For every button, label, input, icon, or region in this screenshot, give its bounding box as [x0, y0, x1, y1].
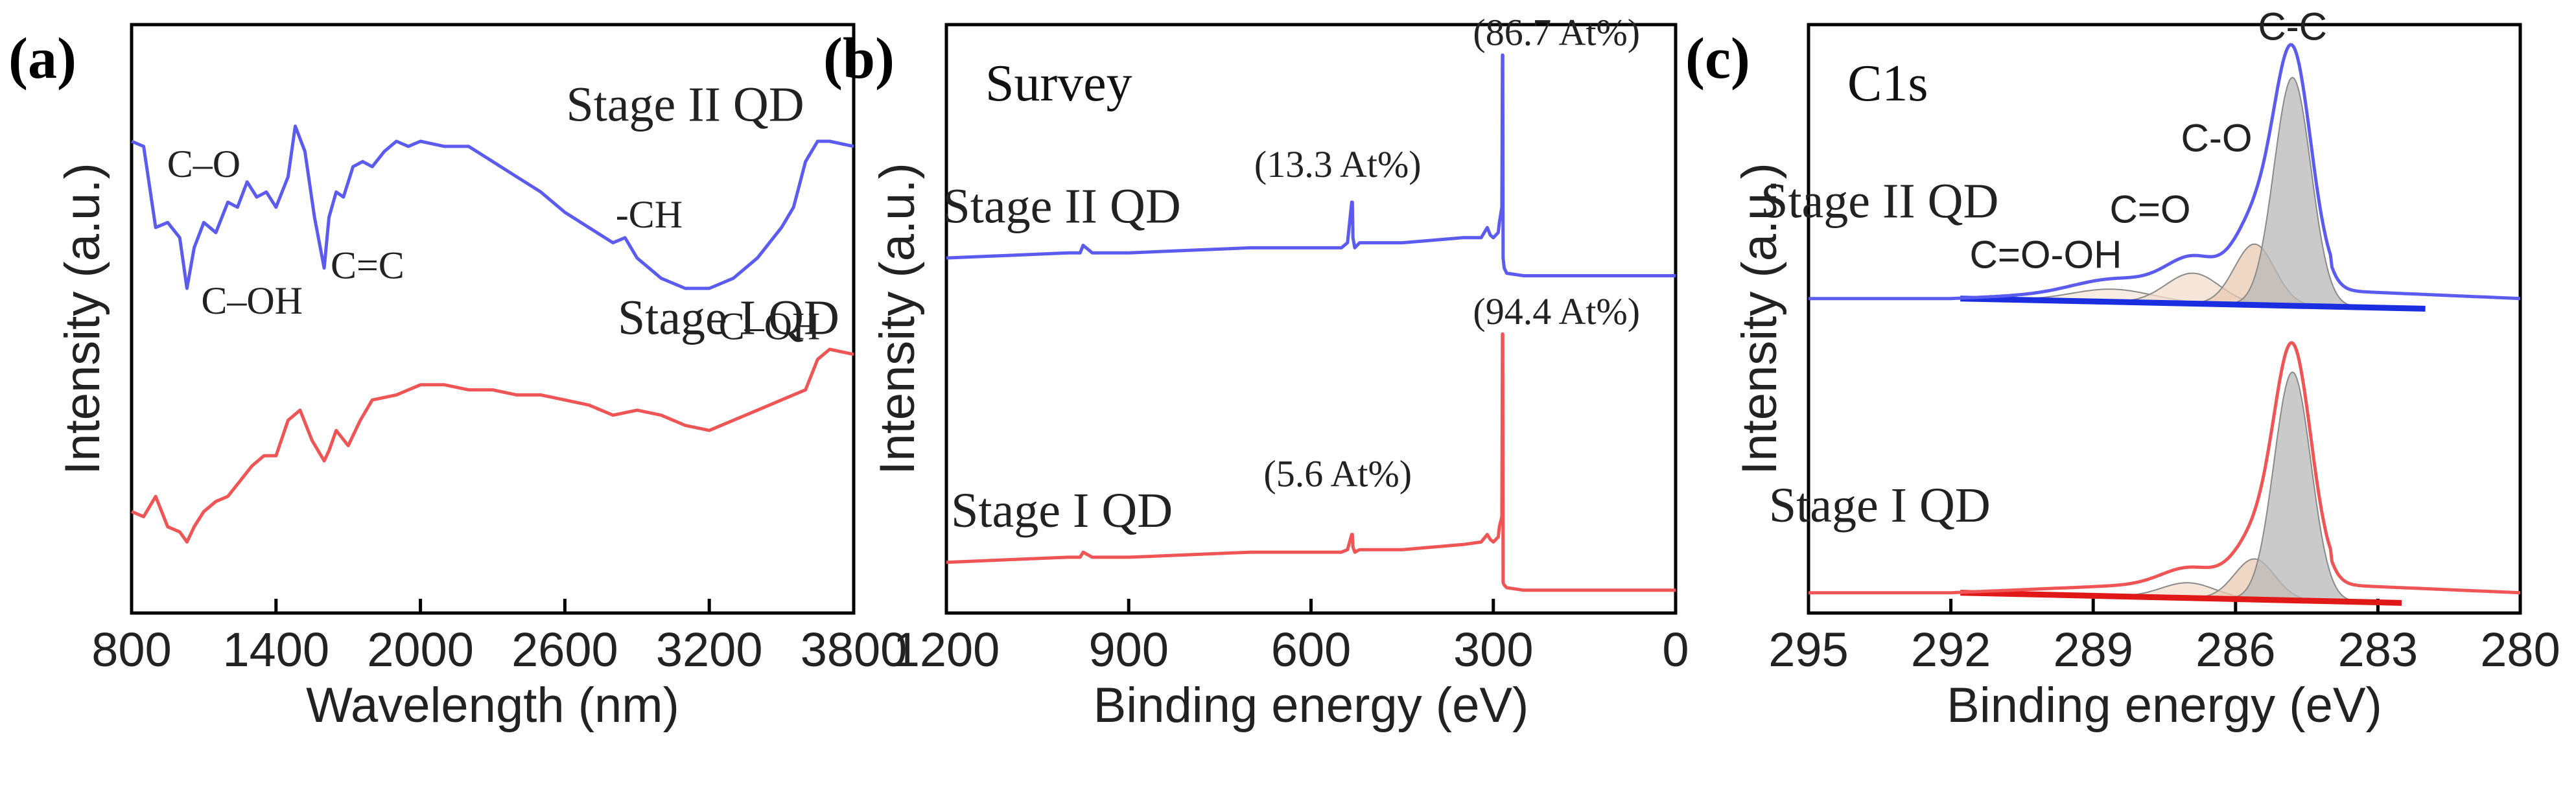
x-axis-label: Wavelength (nm): [306, 678, 679, 733]
plot-frame: [130, 23, 856, 615]
panel-b: 1200 900 600 300 0 Binding energy (eV) Intensi…: [823, 11, 1689, 733]
x-tick-label: 2000: [367, 623, 474, 677]
peak-annotation: (13.3 At%): [1254, 143, 1422, 185]
x-tick-label: 800: [91, 623, 171, 677]
peak-annotation: -CH: [616, 193, 683, 236]
fit-baseline-stage-ii-qd: [1960, 296, 2426, 312]
peak-annotation: C=O: [2110, 187, 2191, 231]
peak-annotation: C=C: [331, 244, 404, 286]
series-line-stage-ii-qd: [1809, 43, 2521, 301]
series-label: Stage II QD: [943, 179, 1181, 233]
series-label: Stage II QD: [1761, 174, 1998, 228]
x-tick-label: 3800: [801, 623, 907, 677]
x-axis-label: Binding energy (eV): [1947, 678, 2382, 733]
x-tick-label: 286: [2195, 623, 2275, 677]
peak-annotation: C–O: [167, 143, 240, 185]
panel-c: 295 292 289 286 283 280 Binding energy (eV) Int…: [1685, 5, 2560, 733]
x-tick-label: 0: [1662, 623, 1689, 677]
x-tick-label: 283: [2338, 623, 2418, 677]
x-axis-label: Binding energy (eV): [1094, 678, 1529, 733]
series-line-stage-i-qd: [946, 332, 1676, 592]
panel-title: C1s: [1847, 55, 1928, 112]
panel-label: (a): [8, 27, 76, 91]
series-line-stage-i-qd: [131, 347, 854, 544]
x-tick-label: 1200: [893, 623, 1000, 677]
peak-annotation: (94.4 At%): [1473, 290, 1640, 332]
x-tick-label: 289: [2053, 623, 2133, 677]
y-axis-label: Intensity (a.u.): [1732, 163, 1787, 475]
panel-title: Survey: [985, 55, 1132, 112]
peak-annotation: C-O: [2181, 117, 2253, 160]
series-label: Stage II QD: [566, 78, 804, 132]
series-line-stage-i-qd: [1809, 341, 2521, 595]
x-tick-label: 3200: [656, 623, 763, 677]
panel-label: (b): [823, 27, 895, 91]
plot-frame: [1807, 23, 2522, 615]
series-label: Stage I QD: [618, 290, 839, 345]
series-label: Stage I QD: [951, 483, 1173, 538]
series-label: Stage I QD: [1769, 478, 1991, 533]
series-line-stage-ii-qd: [946, 53, 1676, 277]
x-tick-label: 900: [1089, 623, 1169, 677]
x-tick-label: 2600: [511, 623, 618, 677]
peak-annotation: (86.7 At%): [1473, 11, 1640, 53]
panel-a: 800 1400 2000 2600 3200 3800 Wavelength (nm) In…: [8, 23, 907, 733]
x-tick-label: 295: [1768, 623, 1848, 677]
x-tick-label: 300: [1453, 623, 1533, 677]
peak-annotation: C=O-OH: [1969, 233, 2122, 277]
series-line-stage-ii-qd: [131, 124, 854, 290]
panel-label: (c): [1685, 27, 1750, 91]
x-tick-label: 600: [1271, 623, 1351, 677]
peak-annotation: C-C: [2258, 5, 2327, 48]
peak-annotation: (5.6 At%): [1263, 452, 1412, 494]
peak-annotation: C–OH: [719, 305, 821, 347]
x-tick-label: 292: [1911, 623, 1991, 677]
fit-component-c-c-stage-i-qd: [2208, 371, 2376, 603]
fit-baseline-stage-i-qd: [1960, 590, 2402, 606]
x-tick-label: 1400: [222, 623, 329, 677]
y-axis-label: Intensity (a.u.): [55, 163, 110, 475]
peak-annotation: C–OH: [201, 279, 303, 322]
y-axis-label: Intensity (a.u.): [870, 163, 925, 475]
x-tick-label: 280: [2480, 623, 2560, 677]
